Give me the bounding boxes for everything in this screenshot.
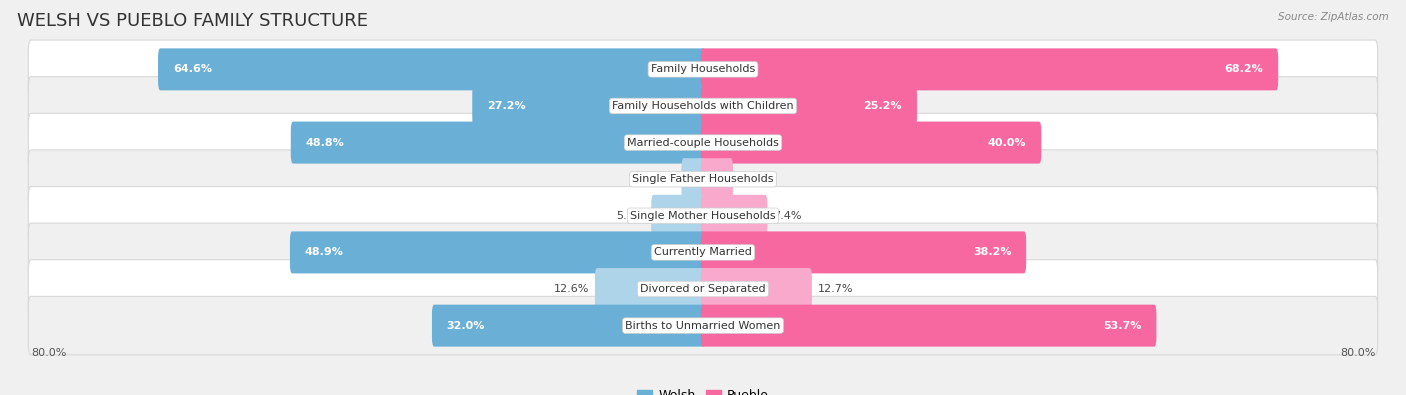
Text: 25.2%: 25.2% — [863, 101, 903, 111]
Text: 27.2%: 27.2% — [486, 101, 526, 111]
Text: 32.0%: 32.0% — [447, 321, 485, 331]
Text: Family Households with Children: Family Households with Children — [612, 101, 794, 111]
Text: 2.3%: 2.3% — [647, 174, 675, 184]
Text: 12.7%: 12.7% — [818, 284, 853, 294]
FancyBboxPatch shape — [472, 85, 706, 127]
Text: Divorced or Separated: Divorced or Separated — [640, 284, 766, 294]
Text: Currently Married: Currently Married — [654, 247, 752, 258]
FancyBboxPatch shape — [28, 77, 1378, 135]
FancyBboxPatch shape — [157, 48, 706, 90]
Text: 64.6%: 64.6% — [173, 64, 212, 74]
FancyBboxPatch shape — [28, 150, 1378, 209]
FancyBboxPatch shape — [28, 40, 1378, 99]
Text: Single Mother Households: Single Mother Households — [630, 211, 776, 221]
FancyBboxPatch shape — [28, 260, 1378, 318]
Text: 3.3%: 3.3% — [740, 174, 768, 184]
FancyBboxPatch shape — [290, 231, 706, 273]
Text: 5.9%: 5.9% — [617, 211, 645, 221]
Text: Family Households: Family Households — [651, 64, 755, 74]
Text: 80.0%: 80.0% — [1340, 348, 1375, 358]
FancyBboxPatch shape — [700, 158, 733, 200]
Text: Births to Unmarried Women: Births to Unmarried Women — [626, 321, 780, 331]
Text: Married-couple Households: Married-couple Households — [627, 137, 779, 148]
Text: Source: ZipAtlas.com: Source: ZipAtlas.com — [1278, 12, 1389, 22]
FancyBboxPatch shape — [28, 186, 1378, 245]
FancyBboxPatch shape — [595, 268, 706, 310]
FancyBboxPatch shape — [700, 195, 768, 237]
Text: 12.6%: 12.6% — [554, 284, 589, 294]
FancyBboxPatch shape — [28, 223, 1378, 282]
Text: 38.2%: 38.2% — [973, 247, 1011, 258]
Text: WELSH VS PUEBLO FAMILY STRUCTURE: WELSH VS PUEBLO FAMILY STRUCTURE — [17, 12, 368, 30]
FancyBboxPatch shape — [700, 85, 917, 127]
Legend: Welsh, Pueblo: Welsh, Pueblo — [633, 384, 773, 395]
Text: Single Father Households: Single Father Households — [633, 174, 773, 184]
FancyBboxPatch shape — [700, 305, 1156, 347]
FancyBboxPatch shape — [651, 195, 706, 237]
FancyBboxPatch shape — [432, 305, 706, 347]
FancyBboxPatch shape — [291, 122, 706, 164]
Text: 68.2%: 68.2% — [1225, 64, 1264, 74]
FancyBboxPatch shape — [700, 48, 1278, 90]
FancyBboxPatch shape — [700, 268, 811, 310]
Text: 7.4%: 7.4% — [773, 211, 801, 221]
FancyBboxPatch shape — [700, 122, 1042, 164]
FancyBboxPatch shape — [28, 296, 1378, 355]
FancyBboxPatch shape — [700, 231, 1026, 273]
FancyBboxPatch shape — [682, 158, 706, 200]
Text: 53.7%: 53.7% — [1104, 321, 1142, 331]
Text: 48.9%: 48.9% — [305, 247, 343, 258]
Text: 48.8%: 48.8% — [305, 137, 344, 148]
FancyBboxPatch shape — [28, 113, 1378, 172]
Text: 80.0%: 80.0% — [31, 348, 66, 358]
Text: 40.0%: 40.0% — [988, 137, 1026, 148]
